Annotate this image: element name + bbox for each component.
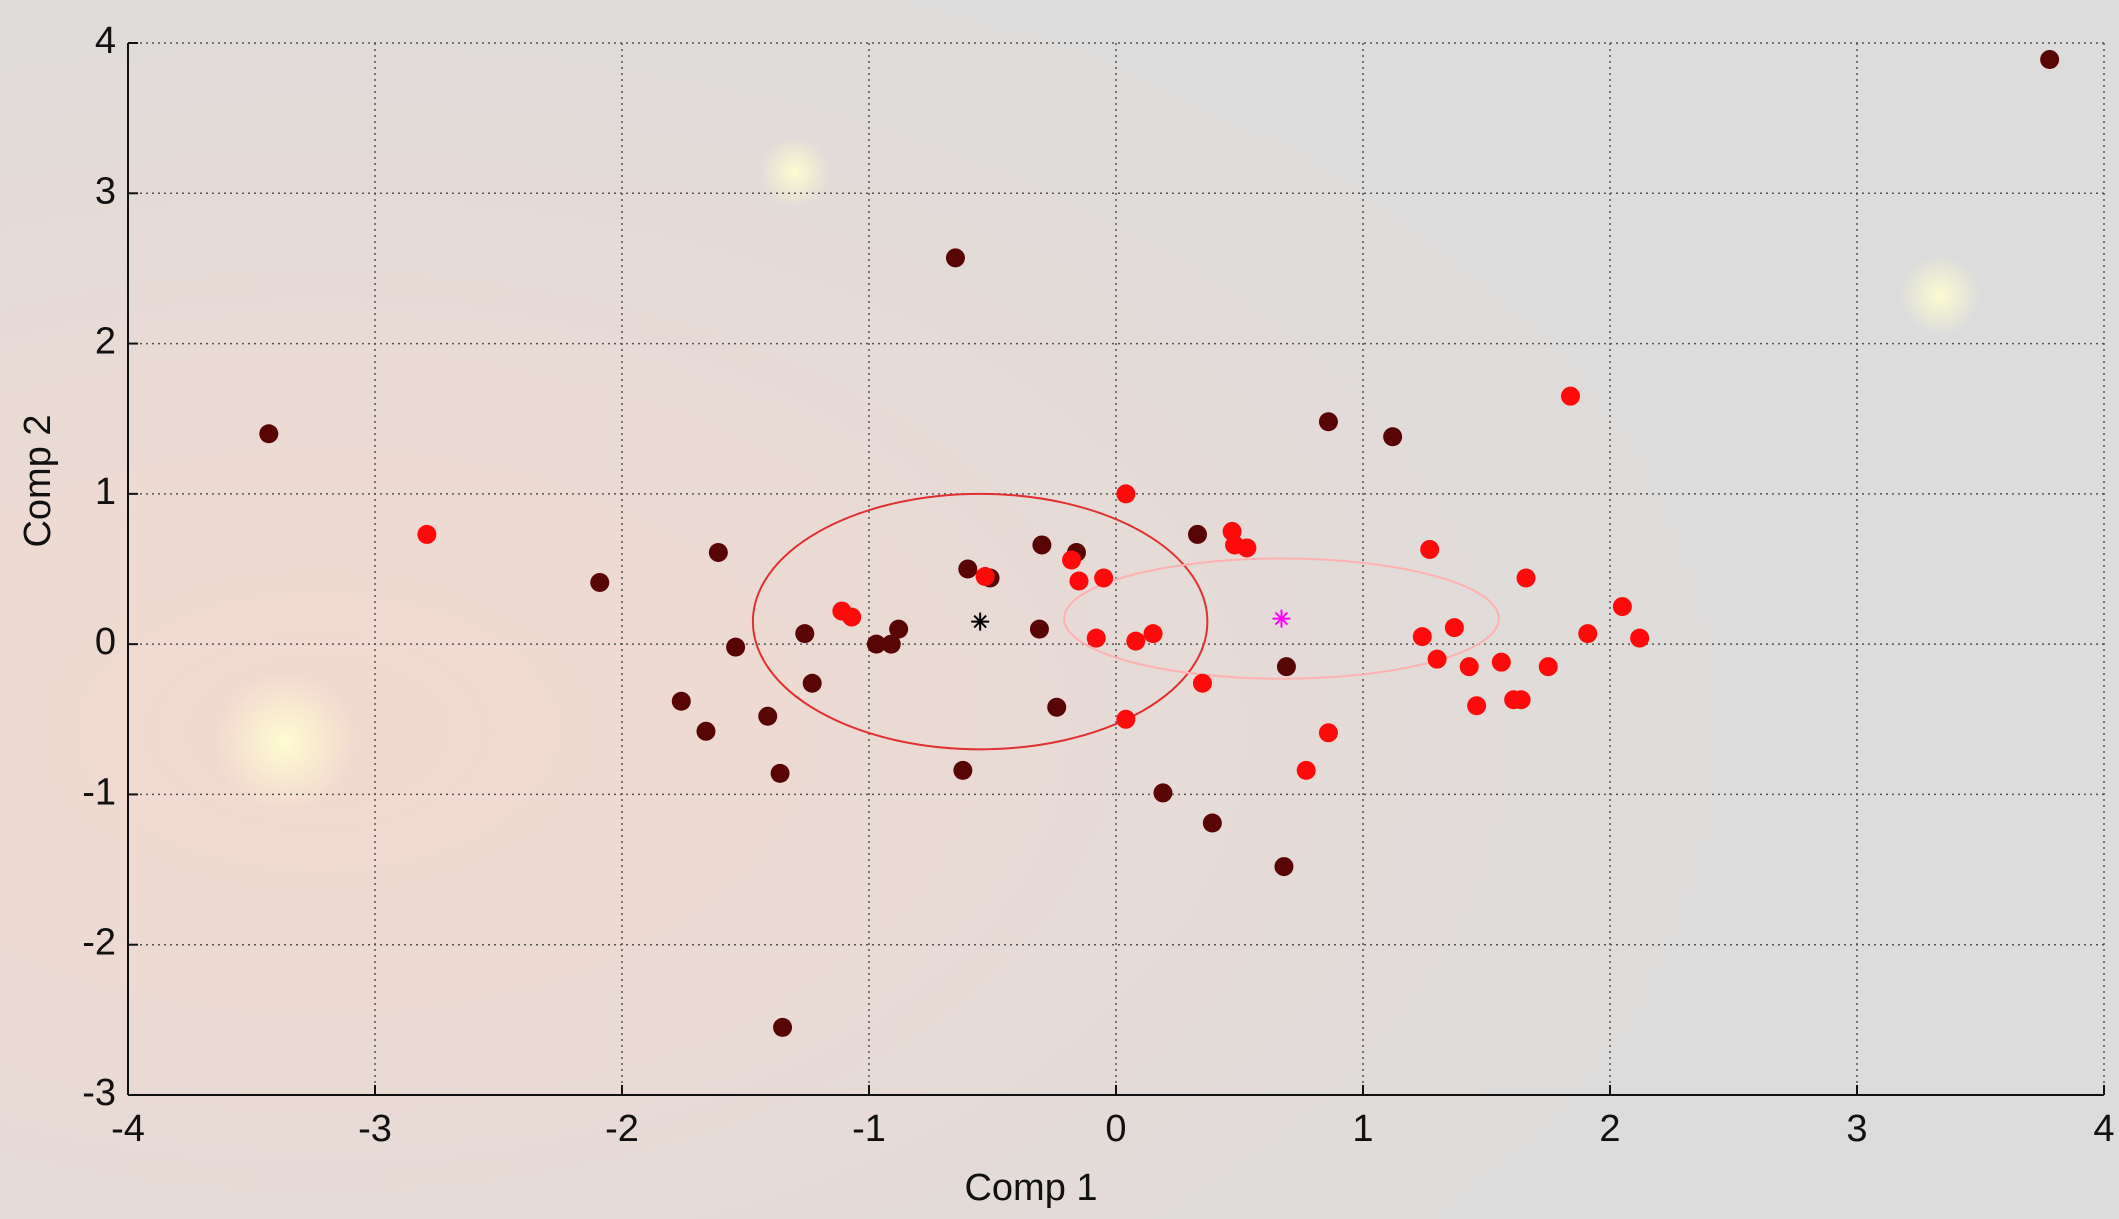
point bbox=[976, 567, 995, 586]
point bbox=[1062, 550, 1081, 569]
y-tick-label: 0 bbox=[95, 621, 116, 663]
x-axis-label: Comp 1 bbox=[964, 1167, 1097, 1209]
point bbox=[803, 674, 822, 693]
point bbox=[1517, 569, 1536, 588]
point bbox=[958, 560, 977, 579]
point bbox=[771, 764, 790, 783]
x-tick-label: 4 bbox=[2093, 1108, 2114, 1150]
y-axis-label: Comp 2 bbox=[17, 414, 59, 547]
point bbox=[417, 525, 436, 544]
point bbox=[709, 543, 728, 562]
point bbox=[1032, 535, 1051, 554]
point bbox=[1116, 484, 1135, 503]
point bbox=[1277, 657, 1296, 676]
point bbox=[889, 620, 908, 639]
point bbox=[946, 248, 965, 267]
point bbox=[726, 638, 745, 657]
page: {"chart_data": {"type": "scatter", "xlab… bbox=[0, 0, 2119, 1219]
point bbox=[1237, 538, 1256, 557]
chart: Comp 1 Comp 2 -4-3-2-101234-3-2-101234 bbox=[0, 0, 2119, 1219]
point bbox=[1445, 618, 1464, 637]
point bbox=[1613, 597, 1632, 616]
point bbox=[672, 692, 691, 711]
x-tick-label: 3 bbox=[1846, 1108, 1867, 1150]
background-glow bbox=[215, 672, 355, 812]
point bbox=[953, 761, 972, 780]
x-tick-label: -3 bbox=[358, 1108, 392, 1150]
point bbox=[1319, 723, 1338, 742]
point bbox=[2040, 50, 2059, 69]
point bbox=[1561, 387, 1580, 406]
point bbox=[1087, 629, 1106, 648]
y-tick-label: 2 bbox=[95, 321, 116, 363]
y-tick-label: -1 bbox=[82, 771, 116, 813]
point bbox=[1126, 632, 1145, 651]
point bbox=[1094, 569, 1113, 588]
x-tick-label: -1 bbox=[852, 1108, 886, 1150]
x-tick-label: 2 bbox=[1599, 1108, 1620, 1150]
point bbox=[1319, 412, 1338, 431]
y-tick-label: 3 bbox=[95, 170, 116, 212]
point bbox=[1144, 624, 1163, 643]
point bbox=[1153, 783, 1172, 802]
point bbox=[1630, 629, 1649, 648]
point bbox=[1578, 624, 1597, 643]
background-glow bbox=[760, 137, 830, 207]
point bbox=[259, 424, 278, 443]
x-tick-label: 1 bbox=[1352, 1108, 1373, 1150]
point bbox=[1420, 540, 1439, 559]
y-tick-label: 1 bbox=[95, 471, 116, 513]
point bbox=[1047, 698, 1066, 717]
point bbox=[696, 722, 715, 741]
point bbox=[795, 624, 814, 643]
point bbox=[1492, 653, 1511, 672]
point bbox=[590, 573, 609, 592]
point bbox=[1203, 813, 1222, 832]
point bbox=[1116, 710, 1135, 729]
point bbox=[1467, 696, 1486, 715]
point bbox=[1297, 761, 1316, 780]
point bbox=[1030, 620, 1049, 639]
point bbox=[1460, 657, 1479, 676]
point bbox=[1274, 857, 1293, 876]
point bbox=[1383, 427, 1402, 446]
x-tick-label: -2 bbox=[605, 1108, 639, 1150]
x-tick-label: -4 bbox=[111, 1108, 145, 1150]
point bbox=[1539, 657, 1558, 676]
y-tick-label: 4 bbox=[95, 20, 116, 62]
background bbox=[0, 0, 2119, 1219]
x-tick-label: 0 bbox=[1105, 1108, 1126, 1150]
point bbox=[1069, 572, 1088, 591]
point bbox=[1193, 674, 1212, 693]
y-tick-label: -2 bbox=[82, 922, 116, 964]
point bbox=[758, 707, 777, 726]
background-glow bbox=[1900, 255, 1980, 335]
y-tick-label: -3 bbox=[82, 1072, 116, 1114]
point bbox=[1428, 650, 1447, 669]
point bbox=[842, 608, 861, 627]
point bbox=[1413, 627, 1432, 646]
point bbox=[773, 1018, 792, 1037]
point bbox=[1188, 525, 1207, 544]
point bbox=[1512, 690, 1531, 709]
